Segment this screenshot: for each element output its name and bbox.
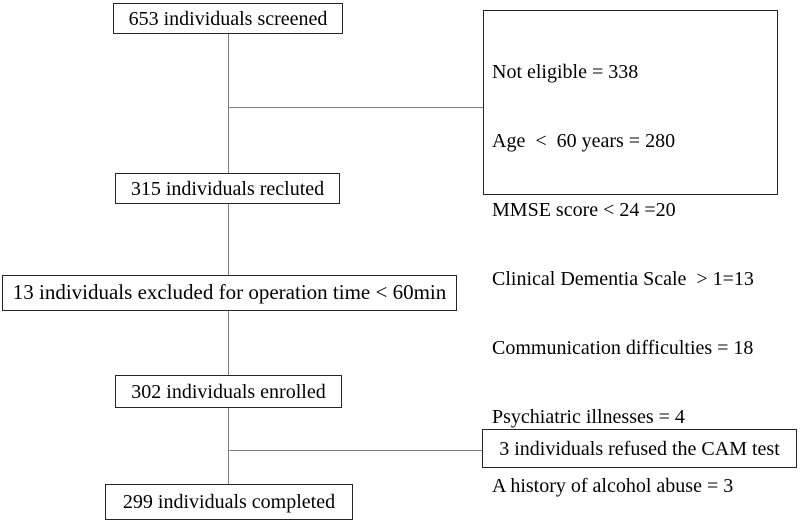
exclusion-reason-not-eligible: Not eligible = 338 bbox=[492, 61, 639, 83]
exclusion-reason-communication: Communication difficulties = 18 bbox=[492, 337, 754, 359]
connector-excluded-to-enrolled bbox=[228, 311, 229, 375]
box-individuals-screened: 653 individuals screened bbox=[113, 3, 343, 34]
exclusion-reason-age: Age < 60 years = 280 bbox=[492, 130, 676, 152]
exclusion-reason-alcohol: A history of alcohol abuse = 3 bbox=[492, 475, 734, 497]
box-individuals-recluted: 315 individuals recluted bbox=[115, 173, 340, 204]
exclusion-reason-dementia-scale: Clinical Dementia Scale > 1=13 bbox=[492, 268, 754, 290]
exclusion-reason-mmse: MMSE score < 24 =20 bbox=[492, 199, 676, 221]
connector-branch-to-not-eligible bbox=[228, 107, 483, 108]
box-excluded-operation-time: 13 individuals excluded for operation ti… bbox=[2, 275, 457, 311]
connector-screened-to-recluted bbox=[228, 34, 229, 173]
box-refused-cam-test: 3 individuals refused the CAM test bbox=[482, 429, 797, 468]
box-individuals-completed: 299 individuals completed bbox=[105, 484, 353, 520]
box-individuals-enrolled: 302 individuals enrolled bbox=[115, 375, 342, 408]
exclusion-reason-psychiatric: Psychiatric illnesses = 4 bbox=[492, 406, 685, 428]
connector-recluted-to-excluded bbox=[228, 204, 229, 275]
box-not-eligible-reasons: Not eligible = 338 Age < 60 years = 280 … bbox=[483, 10, 778, 497]
connector-enrolled-to-completed bbox=[228, 408, 229, 484]
connector-branch-to-refused-cam bbox=[228, 450, 482, 451]
